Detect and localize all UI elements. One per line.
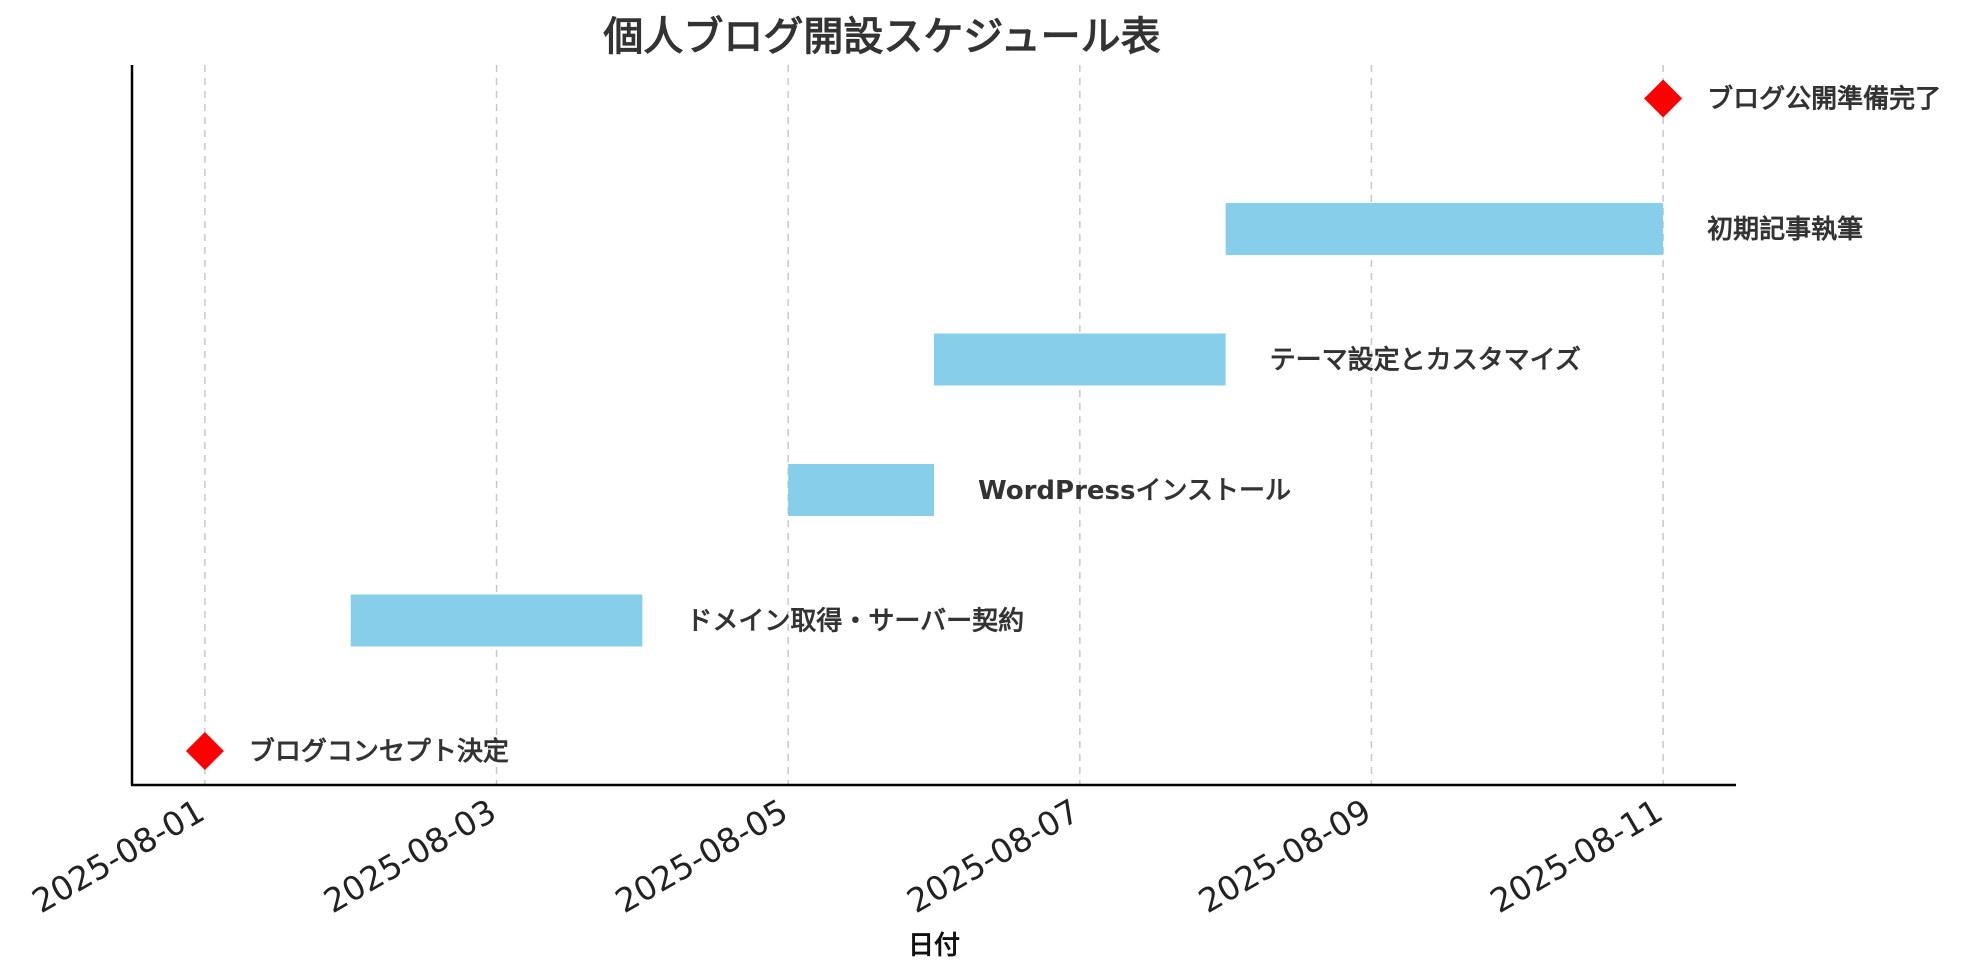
x-tick-label: 2025-08-03 (317, 791, 503, 921)
task-bar (788, 464, 934, 516)
task-label: ブログコンセプト決定 (249, 736, 509, 767)
task-label: ドメイン取得・サーバー契約 (686, 606, 1024, 637)
task-label: WordPressインストール (978, 476, 1291, 506)
x-tick-label: 2025-08-11 (1484, 791, 1670, 921)
grid-lines (204, 65, 1664, 785)
task-bars (185, 79, 1683, 770)
x-tick-label: 2025-08-05 (609, 791, 795, 921)
x-tick-label: 2025-08-07 (900, 791, 1086, 921)
task-label: テーマ設定とカスタマイズ (1270, 345, 1581, 376)
milestone-marker (1644, 79, 1683, 118)
axes (130, 65, 1736, 787)
x-tick-label: 2025-08-01 (25, 791, 211, 921)
chart-title: 個人ブログ開設スケジュール表 (602, 14, 1160, 60)
task-bar (1225, 203, 1664, 255)
task-label: 初期記事執筆 (1707, 214, 1863, 245)
x-axis-label: 日付 (908, 931, 960, 961)
task-label: ブログ公開準備完了 (1707, 84, 1941, 115)
milestone-marker (185, 732, 224, 770)
task-labels: ブログコンセプト決定 ドメイン取得・サーバー契約 WordPressインストール テー… (249, 84, 1941, 768)
task-bar (934, 333, 1226, 386)
x-tick-labels: 2025-08-01 2025-08-03 2025-08-05 2025-08-07… (25, 791, 1669, 921)
task-bar (350, 594, 643, 647)
x-tick-label: 2025-08-09 (1192, 791, 1378, 921)
